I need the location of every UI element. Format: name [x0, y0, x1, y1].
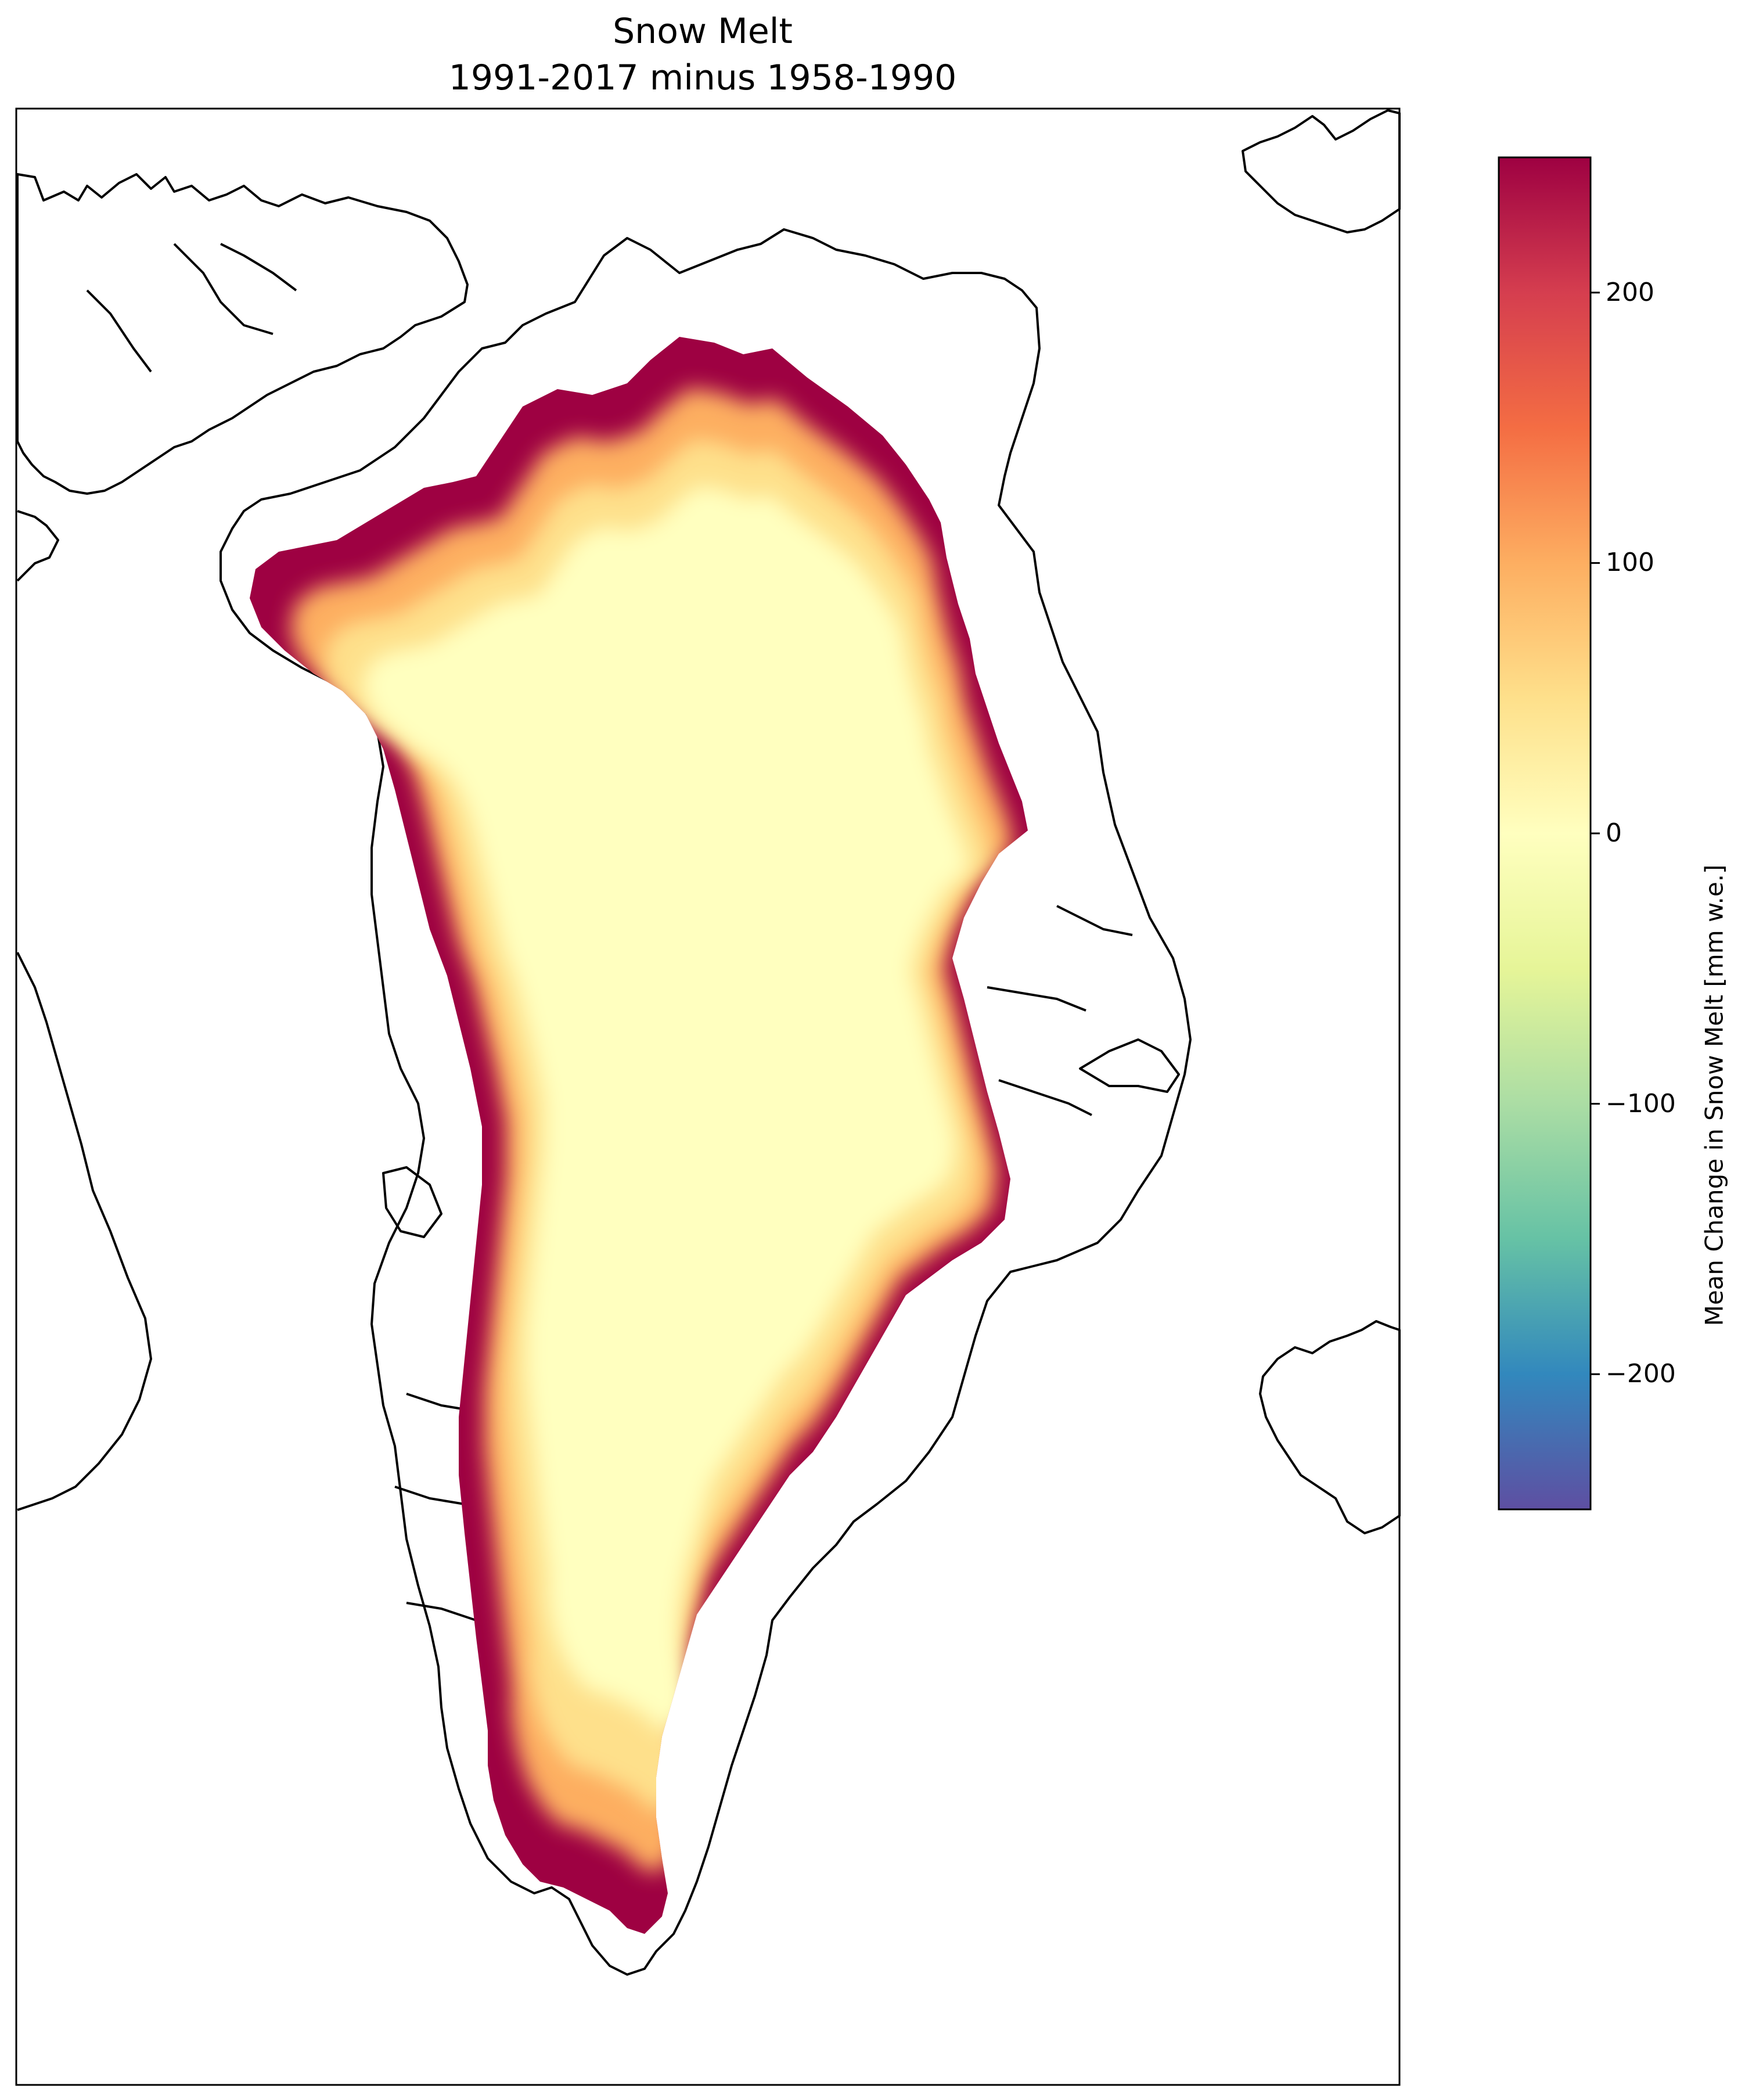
colorbar-tick-label: 0 — [1606, 818, 1622, 848]
ellesmere-fjord-3 — [220, 243, 297, 292]
colorbar-tick-label: −200 — [1606, 1359, 1676, 1389]
greenland-fjord-east-1 — [1056, 905, 1133, 936]
coastlines — [16, 109, 1401, 1976]
greenland-island-west — [382, 1166, 442, 1238]
colorbar-tick-label: 100 — [1606, 548, 1654, 578]
colorbar-tick-label: −100 — [1606, 1088, 1676, 1119]
colorbar-bar — [1498, 156, 1592, 1511]
svalbard-coastline — [1259, 1320, 1401, 1534]
greenland-fjord-east-2 — [987, 986, 1086, 1012]
colorbar-label: Mean Change in Snow Melt [mm w.e.] — [1700, 864, 1729, 1326]
ellesmere-island-coastline — [16, 510, 59, 582]
greenland-fjord-east-3 — [998, 1079, 1092, 1116]
ellesmere-fjord-2 — [86, 289, 152, 373]
map-subtitle: 1991-2017 minus 1958-1990 — [448, 57, 957, 98]
field-interior-near-zero — [362, 486, 970, 1732]
colorbar — [1498, 156, 1600, 1511]
greenland-coastline — [220, 228, 1192, 1976]
northeast-islands-coastline — [1242, 109, 1401, 233]
greenland-fjord-west-3 — [406, 1602, 477, 1621]
greenland-island-east — [1079, 1038, 1180, 1093]
map-title: Snow Melt — [613, 11, 793, 52]
colorbar-tick-label: 200 — [1606, 277, 1654, 307]
ellesmere-coastline — [16, 173, 469, 495]
ellesmere-fjord-1 — [173, 243, 274, 335]
snow-melt-field — [250, 337, 1028, 1934]
greenland-fjord-west-2 — [394, 1486, 465, 1505]
colorbar-ticks — [1591, 292, 1600, 1375]
baffin-coastline — [16, 952, 152, 1511]
